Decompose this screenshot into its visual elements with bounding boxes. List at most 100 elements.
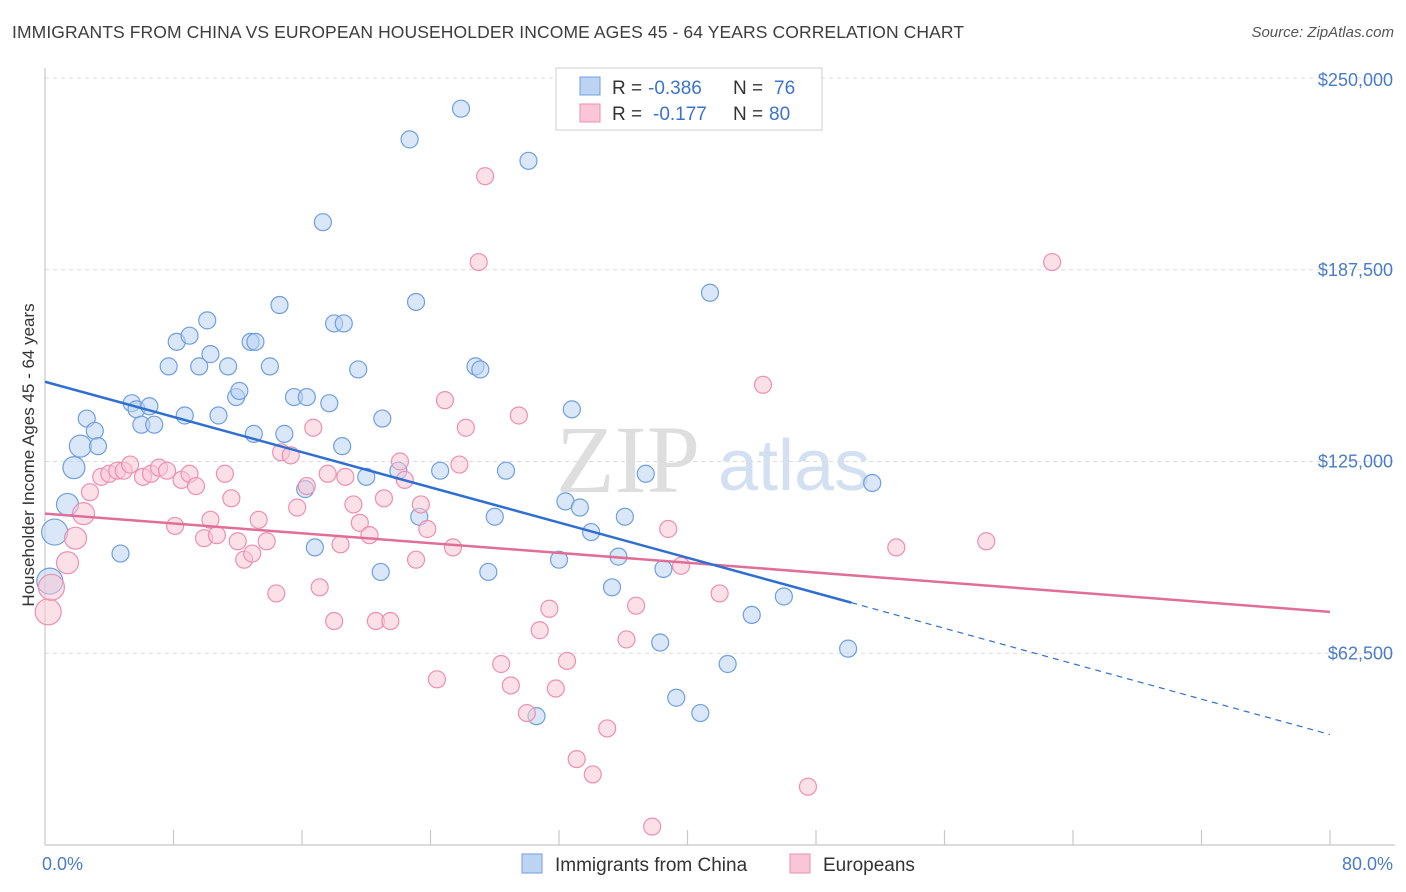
data-point — [667, 688, 686, 707]
legend-r-label-china: R = — [612, 78, 642, 99]
bottom-legend-swatch-china — [521, 853, 543, 874]
data-point — [190, 357, 209, 376]
data-point — [742, 605, 761, 625]
data-point — [55, 551, 80, 575]
data-point — [186, 476, 206, 496]
data-point — [479, 562, 498, 582]
data-point — [270, 295, 289, 315]
data-point — [325, 611, 344, 631]
data-point — [68, 434, 92, 458]
data-point — [349, 360, 368, 379]
data-point — [431, 461, 450, 480]
data-point — [357, 467, 376, 486]
data-point — [863, 473, 882, 493]
data-point — [85, 421, 104, 440]
data-point — [451, 99, 471, 118]
data-point — [1043, 252, 1062, 272]
data-point — [570, 498, 589, 517]
data-point — [411, 495, 430, 514]
data-point — [228, 532, 247, 551]
data-point — [427, 670, 447, 689]
data-point — [180, 326, 199, 345]
data-point — [334, 314, 353, 333]
data-point — [260, 357, 279, 376]
data-point — [350, 513, 369, 532]
data-point — [557, 651, 577, 671]
data-point — [157, 461, 177, 480]
data-point — [753, 375, 773, 394]
data-point — [469, 252, 488, 272]
data-point — [530, 621, 549, 640]
data-point — [62, 456, 86, 480]
data-point — [567, 749, 586, 769]
data-point — [297, 476, 316, 496]
data-point — [344, 495, 363, 514]
data-point — [320, 394, 339, 413]
data-point — [371, 562, 390, 582]
chart-source: Source: ZipAtlas.com — [1251, 24, 1394, 41]
data-point — [546, 679, 565, 698]
data-point — [34, 598, 62, 626]
data-point — [222, 489, 241, 508]
data-point — [243, 544, 262, 563]
data-point — [201, 345, 220, 364]
data-point — [774, 587, 793, 606]
legend-r-label-europeans: R = — [612, 104, 642, 125]
legend-n-label-europeans: N = — [733, 104, 763, 125]
data-point — [435, 391, 455, 410]
data-point — [121, 455, 140, 474]
bottom-legend-label-china: Immigrants from China — [555, 855, 748, 876]
data-point — [496, 461, 516, 480]
data-point — [651, 633, 670, 652]
data-point — [41, 518, 69, 546]
trend-line-china-extension — [851, 602, 1331, 736]
legend: R = -0.386 N = 76 R = -0.177 N = 80 — [555, 67, 823, 131]
data-point — [207, 526, 226, 545]
legend-n-value-china: 76 — [774, 78, 795, 99]
legend-r-value-china: -0.386 — [648, 78, 702, 99]
data-point — [501, 676, 520, 695]
data-point — [318, 464, 337, 483]
data-point — [798, 777, 818, 796]
data-point — [519, 151, 538, 170]
bottom-legend-swatch-europeans — [789, 853, 811, 874]
data-point — [198, 311, 217, 330]
data-point — [63, 526, 88, 550]
y-axis-label: Householder Income Ages 45 - 64 years — [19, 303, 38, 606]
data-point — [275, 424, 294, 443]
data-point — [381, 611, 400, 631]
watermark-atlas: atlas — [718, 426, 870, 506]
legend-n-value-europeans: 80 — [769, 104, 790, 125]
data-point — [406, 292, 426, 312]
data-point — [977, 532, 996, 551]
data-point — [509, 406, 528, 425]
data-point — [166, 516, 185, 536]
data-point — [374, 489, 394, 508]
data-point — [710, 584, 729, 603]
data-point — [549, 550, 569, 569]
data-point — [313, 213, 332, 232]
data-point — [111, 544, 130, 563]
data-point — [839, 639, 858, 658]
data-point — [562, 400, 581, 419]
data-point — [267, 584, 286, 603]
data-point — [219, 357, 238, 376]
data-point — [305, 538, 324, 557]
data-point — [297, 387, 316, 407]
data-point — [643, 817, 662, 836]
data-point — [400, 130, 419, 149]
data-point — [583, 765, 602, 784]
y-tick-label: $250,000 — [1318, 70, 1393, 90]
data-point — [331, 535, 350, 554]
legend-swatch-europeans — [579, 103, 601, 123]
data-point — [37, 573, 66, 601]
data-point — [145, 415, 164, 434]
data-point — [540, 599, 559, 618]
data-point — [615, 507, 634, 526]
data-point — [654, 559, 673, 578]
x-axis-ticks — [172, 830, 1331, 845]
data-point — [691, 703, 710, 723]
data-point — [443, 538, 463, 557]
data-point — [456, 418, 475, 437]
data-point — [700, 283, 720, 302]
